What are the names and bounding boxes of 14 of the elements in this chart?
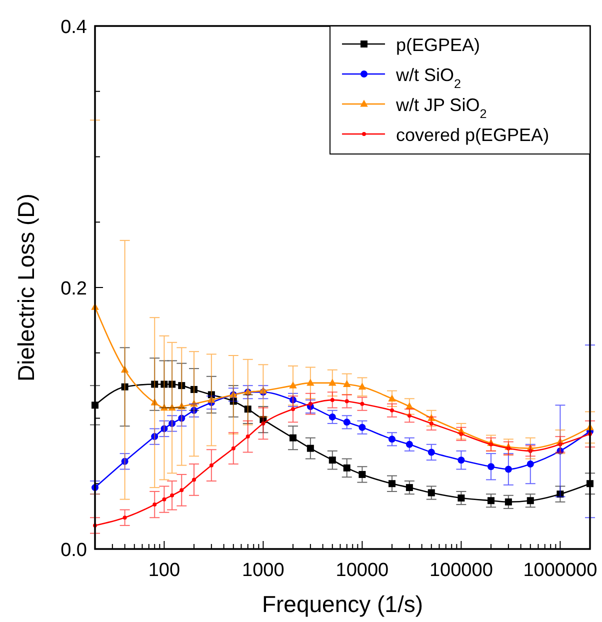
x-tick-label: 100000 <box>429 560 493 581</box>
y-tick-label: 0.0 <box>60 540 87 561</box>
x-tick-label: 100 <box>148 560 180 581</box>
x-tick-label: 1000000 <box>523 560 598 581</box>
x-tick-label: 10000 <box>336 560 389 581</box>
legend-label: w/t SiO$_{2}$ <box>395 65 462 91</box>
y-tick-label: 0.2 <box>60 278 87 300</box>
x-tick-label: 1000 <box>242 560 284 581</box>
y-axis-title: Dielectric Loss (D) <box>13 194 39 382</box>
x-axis-title: Frequency (1/s) <box>262 591 424 617</box>
legend-label: covered p(EGPEA) <box>396 125 550 145</box>
legend-label: p(EGPEA) <box>396 35 480 55</box>
legend-label: w/t JP SiO$_{2}$ <box>395 95 487 121</box>
y-tick-label: 0.4 <box>60 17 88 38</box>
